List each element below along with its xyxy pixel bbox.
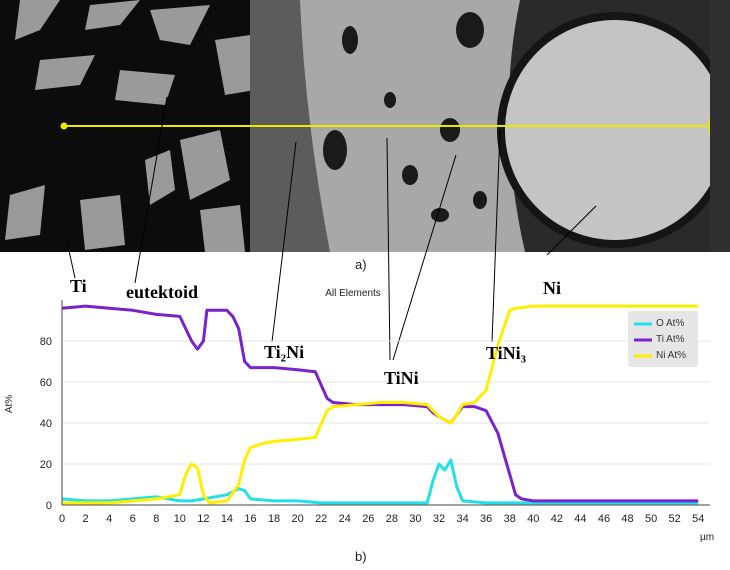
x-tick-label: 18 bbox=[268, 513, 280, 525]
y-axis-label: At% bbox=[4, 395, 15, 413]
series-layer bbox=[61, 304, 699, 505]
x-tick-label: 2 bbox=[83, 513, 89, 525]
x-tick-label: 0 bbox=[59, 513, 65, 525]
y-gridlines bbox=[62, 340, 710, 465]
label-ni: Ni bbox=[543, 278, 561, 298]
y-tick-label: 80 bbox=[40, 336, 52, 348]
series-line-ni bbox=[62, 304, 699, 505]
label-tini: TiNi bbox=[384, 368, 419, 388]
y-tick-label: 60 bbox=[40, 377, 52, 389]
x-tick-label: 52 bbox=[669, 513, 681, 525]
x-tick-label: 26 bbox=[362, 513, 374, 525]
chart-legend: O At% Ti At% Ni At% bbox=[628, 311, 698, 367]
caption-a: a) bbox=[355, 257, 367, 272]
y-tick-label: 40 bbox=[40, 418, 52, 430]
label-tini3: TiNi₃ bbox=[486, 343, 527, 363]
x-tick-label: 48 bbox=[621, 513, 633, 525]
y-tick-label: 0 bbox=[46, 500, 52, 512]
x-tick-label: 40 bbox=[527, 513, 539, 525]
y-tick-label: 20 bbox=[40, 459, 52, 471]
x-tick-label: 14 bbox=[221, 513, 233, 525]
legend-label-ni: Ni At% bbox=[656, 350, 687, 361]
x-tick-label: 8 bbox=[153, 513, 159, 525]
x-tick-label: 36 bbox=[480, 513, 492, 525]
phase-annotation-lines bbox=[65, 96, 597, 361]
x-tick-label: 38 bbox=[504, 513, 516, 525]
x-tick-label: 6 bbox=[130, 513, 136, 525]
legend-label-o: O At% bbox=[656, 318, 685, 329]
x-tick-label: 42 bbox=[551, 513, 563, 525]
x-tick-label: 4 bbox=[106, 513, 112, 525]
x-axis-label: µm bbox=[700, 532, 714, 543]
x-tick-label: 54 bbox=[692, 513, 704, 525]
x-tick-label: 22 bbox=[315, 513, 327, 525]
axes bbox=[61, 300, 710, 506]
x-tick-label: 16 bbox=[244, 513, 256, 525]
x-tick-label: 44 bbox=[574, 513, 586, 525]
sem-micrograph bbox=[0, 0, 730, 252]
label-eutektoid: eutektoid bbox=[126, 282, 198, 302]
y-tick-labels: 0 20 40 60 80 bbox=[40, 336, 52, 512]
caption-b: b) bbox=[355, 549, 367, 564]
series-line-o bbox=[61, 458, 699, 505]
x-tick-label: 34 bbox=[456, 513, 468, 525]
x-tick-label: 46 bbox=[598, 513, 610, 525]
x-tick-label: 20 bbox=[292, 513, 304, 525]
x-tick-label: 30 bbox=[409, 513, 421, 525]
label-ti2ni: Ti₂Ni bbox=[264, 342, 305, 362]
x-tick-label: 12 bbox=[197, 513, 209, 525]
x-tick-label: 32 bbox=[433, 513, 445, 525]
x-tick-label: 28 bbox=[386, 513, 398, 525]
legend-label-ti: Ti At% bbox=[656, 334, 685, 345]
label-ti: Ti bbox=[70, 276, 87, 296]
x-tick-label: 50 bbox=[645, 513, 657, 525]
x-tick-label: 24 bbox=[339, 513, 351, 525]
x-tick-labels: 0 2 4 6 8 10 12 14 16 18 20 22 24 26 28 30 32 34 36 38 40 42 4… bbox=[59, 513, 704, 525]
chart-title: All Elements bbox=[325, 288, 381, 299]
x-tick-label: 10 bbox=[174, 513, 186, 525]
